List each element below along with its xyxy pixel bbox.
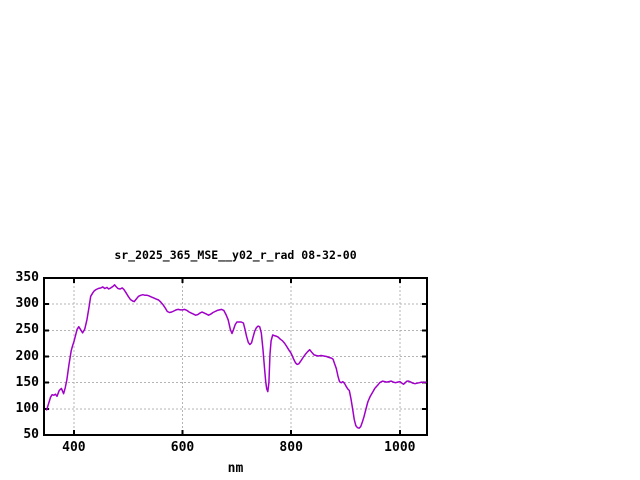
x-tick-label: 1000 (384, 440, 416, 455)
series-line (45, 284, 427, 429)
y-tick-label: 150 (15, 374, 39, 390)
y-tick-label: 300 (15, 296, 39, 312)
y-tick-label: 100 (15, 400, 39, 416)
tick-marks (44, 277, 427, 436)
series-line-path (45, 284, 427, 429)
x-tick-label: 800 (279, 440, 303, 455)
x-tick-label: 400 (62, 440, 86, 455)
y-tick-label: 350 (15, 270, 39, 285)
y-tick-label: 50 (23, 427, 39, 442)
x-tick-label: 600 (170, 440, 195, 455)
chart-title: sr_2025_365_MSE__y02_r_rad 08-32-00 (114, 248, 357, 262)
x-axis-label: nm (227, 461, 244, 476)
y-tick-label: 250 (15, 322, 39, 338)
gridlines (44, 278, 427, 435)
y-tick-label: 200 (15, 348, 39, 364)
